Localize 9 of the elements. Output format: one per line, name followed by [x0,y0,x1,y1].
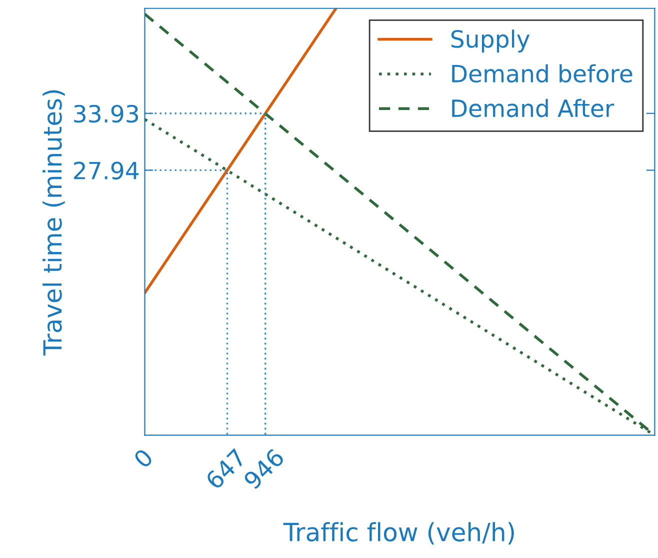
legend-label: Demand before [452,64,632,83]
legend-label: Supply [451,30,530,52]
y-axis-title: Travel time (minutes) [42,90,65,356]
x-tick-label: 0 [132,448,154,469]
y-tick-label: 27.94 [74,162,139,180]
x-axis-title: Traffic flow (veh/h) [283,522,514,544]
y-tick-label: 33.93 [74,104,138,123]
legend-label: Demand After [452,98,614,118]
x-tick-label: 946 [242,448,286,490]
